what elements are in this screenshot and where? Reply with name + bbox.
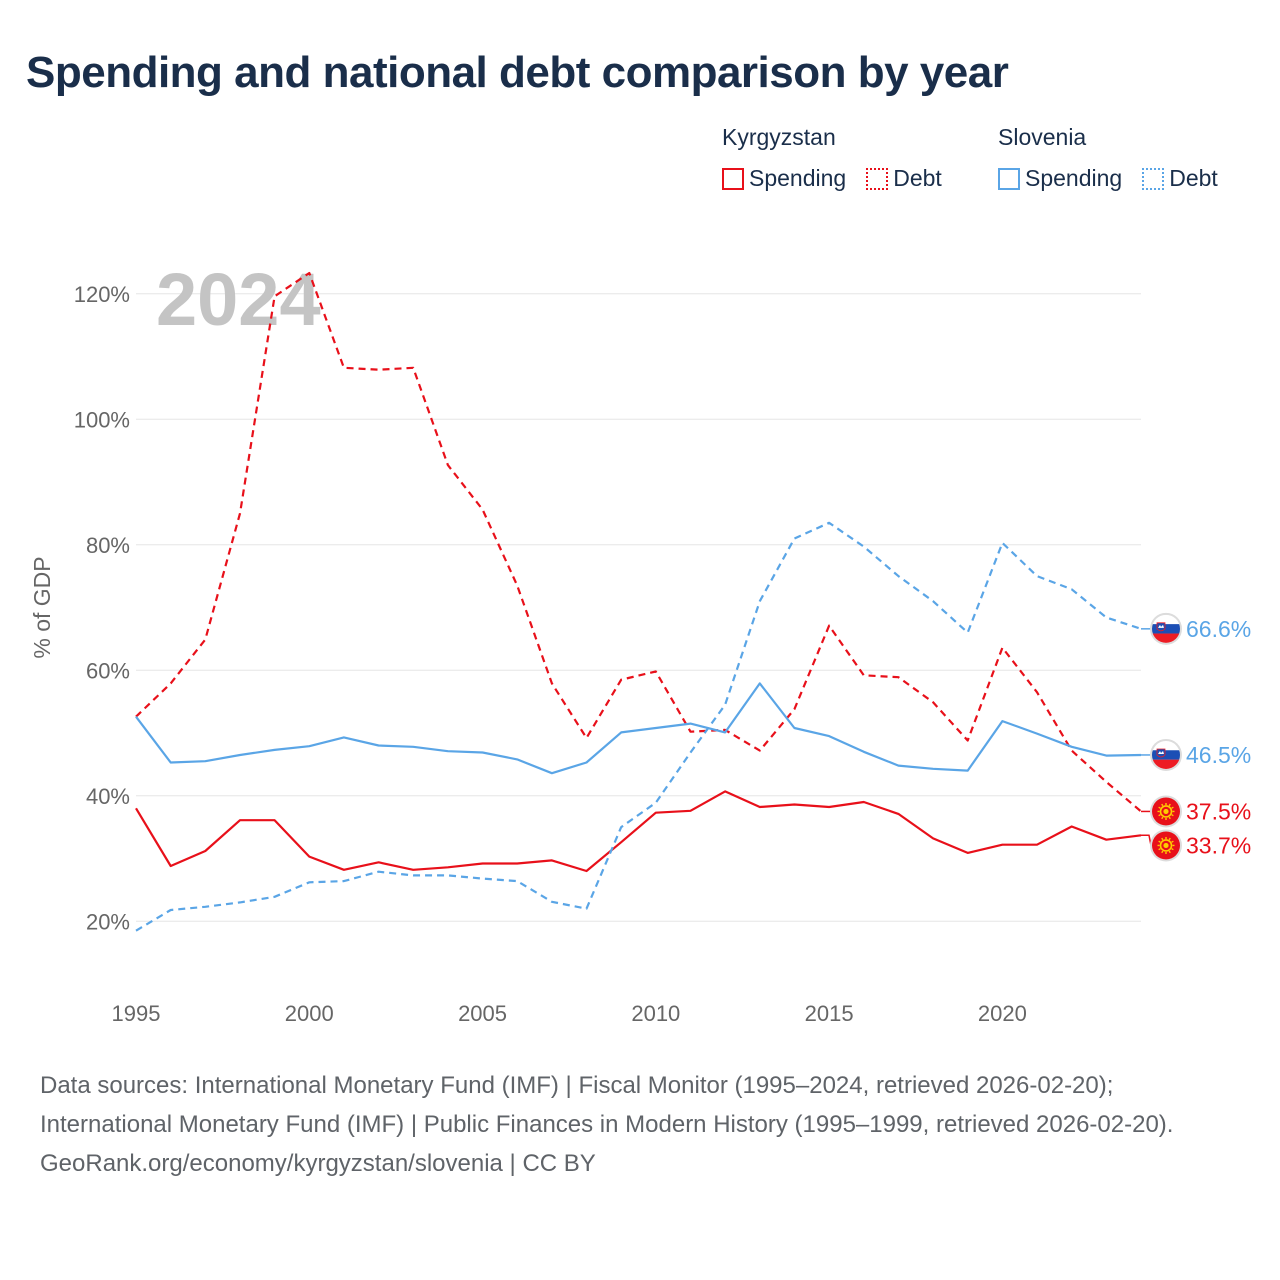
end-value-label: 37.5% <box>1186 798 1251 824</box>
series-line-slovenia-spending[interactable] <box>135 682 1142 775</box>
series-line-kyrgyzstan-debt[interactable] <box>135 271 1142 813</box>
end-value-label: 66.6% <box>1186 616 1251 642</box>
legend-swatch-dotted <box>866 167 889 190</box>
x-tick-label: 2020 <box>978 1001 1027 1026</box>
kyrgyzstan-flag-icon <box>1150 829 1182 862</box>
legend-swatch-solid <box>722 167 744 190</box>
legend-item-label: Spending <box>1025 165 1123 191</box>
end-connector <box>1141 834 1152 846</box>
legend-swatch-solid <box>998 167 1020 190</box>
y-tick-label: 60% <box>86 658 130 683</box>
legend-item-slovenia-spending[interactable]: Spending <box>998 165 1122 192</box>
legend-country-label: Slovenia <box>998 124 1087 150</box>
page-title: Spending and national debt comparison by… <box>26 48 1009 97</box>
legend-item-slovenia-debt[interactable]: Debt <box>1142 165 1218 192</box>
y-axis-label: % of GDP <box>29 556 55 658</box>
legend-group-kyrgyzstan: Kyrgyzstan Spending Debt <box>722 124 942 192</box>
series-line-slovenia-debt[interactable] <box>135 521 1142 932</box>
y-tick-label: 100% <box>74 407 130 432</box>
legend-item-kyrgyzstan-spending[interactable]: Spending <box>722 165 846 192</box>
y-tick-label: 80% <box>86 533 130 558</box>
kyrgyzstan-flag-icon <box>1150 795 1182 828</box>
x-tick-label: 1995 <box>112 1001 161 1026</box>
slovenia-flag-icon <box>1150 738 1182 771</box>
end-value-label: 46.5% <box>1186 742 1251 768</box>
end-value-label: 33.7% <box>1186 832 1251 858</box>
source-credit[interactable]: GeoRank.org/economy/kyrgyzstan/slovenia … <box>40 1150 596 1177</box>
y-tick-label: 20% <box>86 909 130 934</box>
x-tick-label: 2005 <box>458 1001 507 1026</box>
legend-swatch-dotted <box>1142 167 1165 190</box>
data-sources: Data sources: International Monetary Fun… <box>40 1072 1174 1138</box>
y-tick-label: 120% <box>74 282 130 307</box>
series-line-kyrgyzstan-spending[interactable] <box>135 790 1142 873</box>
legend-country-label: Kyrgyzstan <box>722 124 836 150</box>
legend-item-kyrgyzstan-debt[interactable]: Debt <box>866 165 942 192</box>
year-watermark: 2024 <box>156 258 321 341</box>
x-tick-label: 2010 <box>631 1001 680 1026</box>
legend-item-label: Spending <box>749 165 847 191</box>
legend-item-label: Debt <box>893 165 942 191</box>
footer: Data sources: International Monetary Fun… <box>40 1066 1240 1183</box>
legend-group-slovenia: Slovenia Spending Debt <box>998 124 1218 192</box>
line-chart: 20% 40% 60% 80% 100% 120% 1995 2000 2005 2010 2015… <box>29 258 1251 1026</box>
legend-item-label: Debt <box>1169 165 1218 191</box>
y-tick-label: 40% <box>86 784 130 809</box>
x-tick-label: 2000 <box>285 1001 334 1026</box>
x-tick-label: 2015 <box>805 1001 854 1026</box>
slovenia-flag-icon <box>1150 612 1182 645</box>
